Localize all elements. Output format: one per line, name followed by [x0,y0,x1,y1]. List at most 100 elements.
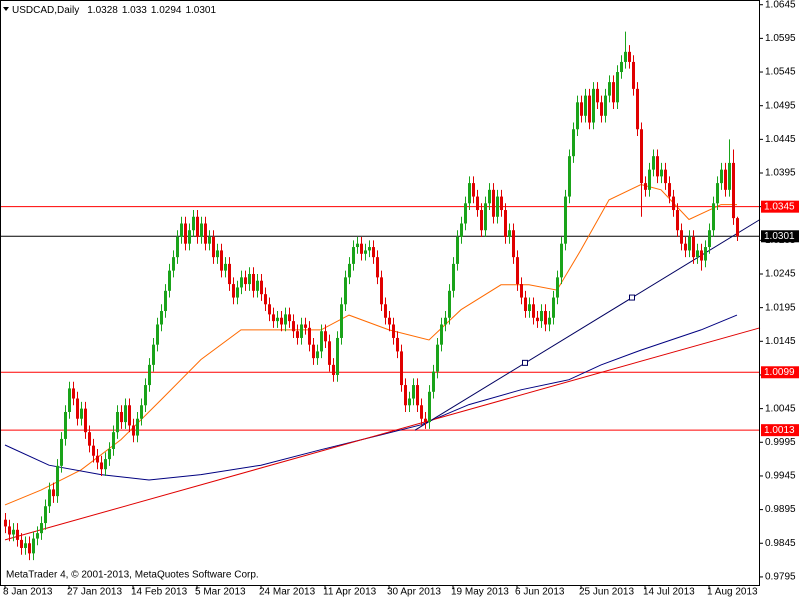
candle-body [228,263,231,285]
y-tick-label: 0.9995 [765,437,796,448]
candle-body [460,223,463,237]
candle-body [664,169,667,184]
candle-body [572,129,575,157]
candle-body [164,290,167,312]
candle-body [464,203,467,224]
y-tick-label: 1.0495 [765,100,796,111]
candle-body [264,294,267,305]
candle-body [260,280,263,295]
candle-body [184,223,187,244]
x-tick-label: 19 May 2013 [451,587,509,598]
candle-body [284,314,287,325]
candle-body [412,385,415,399]
candle-body [252,273,255,291]
x-tick-label: 24 Mar 2013 [259,587,316,598]
y-tick-label: 1.0395 [765,168,796,179]
candle-body [396,337,399,352]
candle-body [292,321,295,332]
candle-body [644,183,647,190]
y-tick-label: 1.0545 [765,67,796,78]
candle-body [128,405,131,426]
chart-header: USDCAD,Daily 1.0328 1.033 1.0294 1.0301 [12,5,216,16]
candle-body [640,129,643,184]
y-tick-label: 1.0595 [765,33,796,44]
candle-body [20,539,23,548]
candle-body [660,169,663,177]
candle-body [152,344,155,365]
candle-body [24,543,27,548]
candle-body [720,169,723,184]
candle-body [728,162,731,190]
candle-body [104,459,107,470]
x-tick-label: 6 Jun 2013 [515,587,565,598]
candle-body [676,210,679,231]
candle-body [332,364,335,375]
candle-body [240,277,243,288]
bid-price-label: 1.0301 [764,231,795,242]
candle-body [336,337,339,375]
candle-body [340,304,343,338]
candle-body [256,280,259,291]
candle-body [72,388,75,399]
candle-body [36,533,39,539]
candle-body [16,529,19,540]
candle-body [76,398,79,419]
plot-area [0,31,761,561]
candle-body [736,218,739,237]
candle-body [516,257,519,285]
candle-body [108,449,111,460]
candle-body [556,277,559,298]
candle-body [408,398,411,406]
candle-body [592,88,595,123]
candle-body [100,462,103,470]
candle-body [652,156,655,170]
symbol-menu-icon[interactable] [3,7,9,11]
candle-body [392,324,395,338]
candle-body [8,526,11,535]
y-tick-label: 0.9845 [765,538,796,549]
candle-body [608,82,611,96]
candle-body [376,257,379,278]
candle-body [236,287,239,298]
candle-body [316,351,319,359]
candle-body [324,331,327,342]
candle-body [68,388,71,412]
candle-body [512,230,515,258]
candle-body [716,183,719,204]
candle-body [216,250,219,258]
y-tick-label: 0.9895 [765,504,796,515]
close-price: 1.0301 [185,5,216,16]
x-tick-label: 27 Jan 2013 [67,587,122,598]
candle-body [84,408,87,433]
candle-body [448,290,451,318]
candle-body [368,247,371,251]
candle-body [668,183,671,197]
x-tick-label: 8 Jan 2013 [3,587,53,598]
candle-body [272,314,275,322]
candle-body [308,327,311,345]
candle-body [132,425,135,436]
candle-body [420,405,423,419]
candle-body [492,189,495,217]
candle-body [692,236,695,258]
candle-body [148,364,151,386]
candle-body [244,277,247,285]
candle-body [612,82,615,103]
candle-body [384,304,387,318]
y-tick-label: 0.9945 [765,471,796,482]
candle-body [416,385,419,406]
candle-body [312,344,315,359]
x-tick-label: 14 Jul 2013 [643,587,695,598]
x-tick-label: 14 Feb 2013 [131,587,188,598]
candle-body [696,250,699,258]
candle-body [92,445,95,456]
candle-body [288,314,291,322]
candle-body [600,102,603,116]
candle-body [428,391,431,423]
candle-body [452,263,455,291]
candle-body [212,236,215,258]
candle-body [372,247,375,258]
level-price-label: 1.0345 [764,201,795,212]
candle-body [268,304,271,315]
